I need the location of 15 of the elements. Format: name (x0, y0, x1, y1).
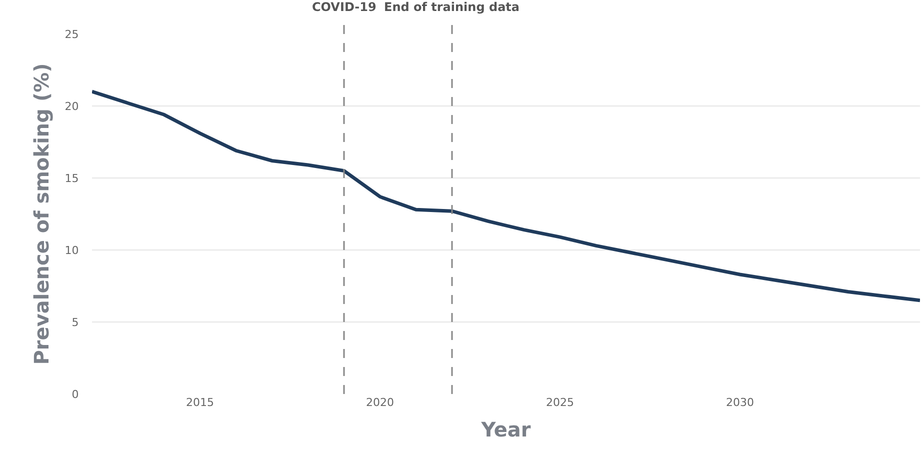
x-tick-label: 2025 (546, 396, 574, 409)
y-axis-title: Prevalence of smoking (%) (29, 63, 54, 365)
y-tick-label: 15 (64, 172, 79, 185)
x-tick-label: 2020 (366, 396, 394, 409)
y-tick-label: 0 (72, 388, 79, 401)
y-tick-label: 10 (64, 244, 79, 257)
y-tick-label: 5 (72, 316, 79, 329)
x-axis-title: Year (480, 418, 531, 442)
x-tick-label: 2030 (726, 396, 754, 409)
y-tick-label: 20 (64, 100, 79, 113)
ref-line-label: End of training data (384, 0, 520, 14)
y-tick-label: 25 (64, 28, 79, 41)
line-series (92, 90, 920, 302)
x-tick-label: 2015 (186, 396, 214, 409)
ref-line-label: COVID-19 (312, 0, 376, 14)
